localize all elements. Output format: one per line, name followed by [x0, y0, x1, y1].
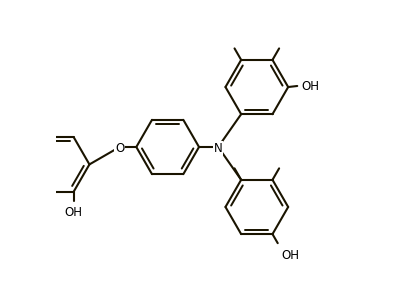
- Text: OH: OH: [281, 248, 300, 262]
- Text: O: O: [115, 142, 124, 155]
- Text: OH: OH: [65, 206, 83, 218]
- Text: OH: OH: [301, 80, 320, 93]
- Text: N: N: [214, 142, 223, 155]
